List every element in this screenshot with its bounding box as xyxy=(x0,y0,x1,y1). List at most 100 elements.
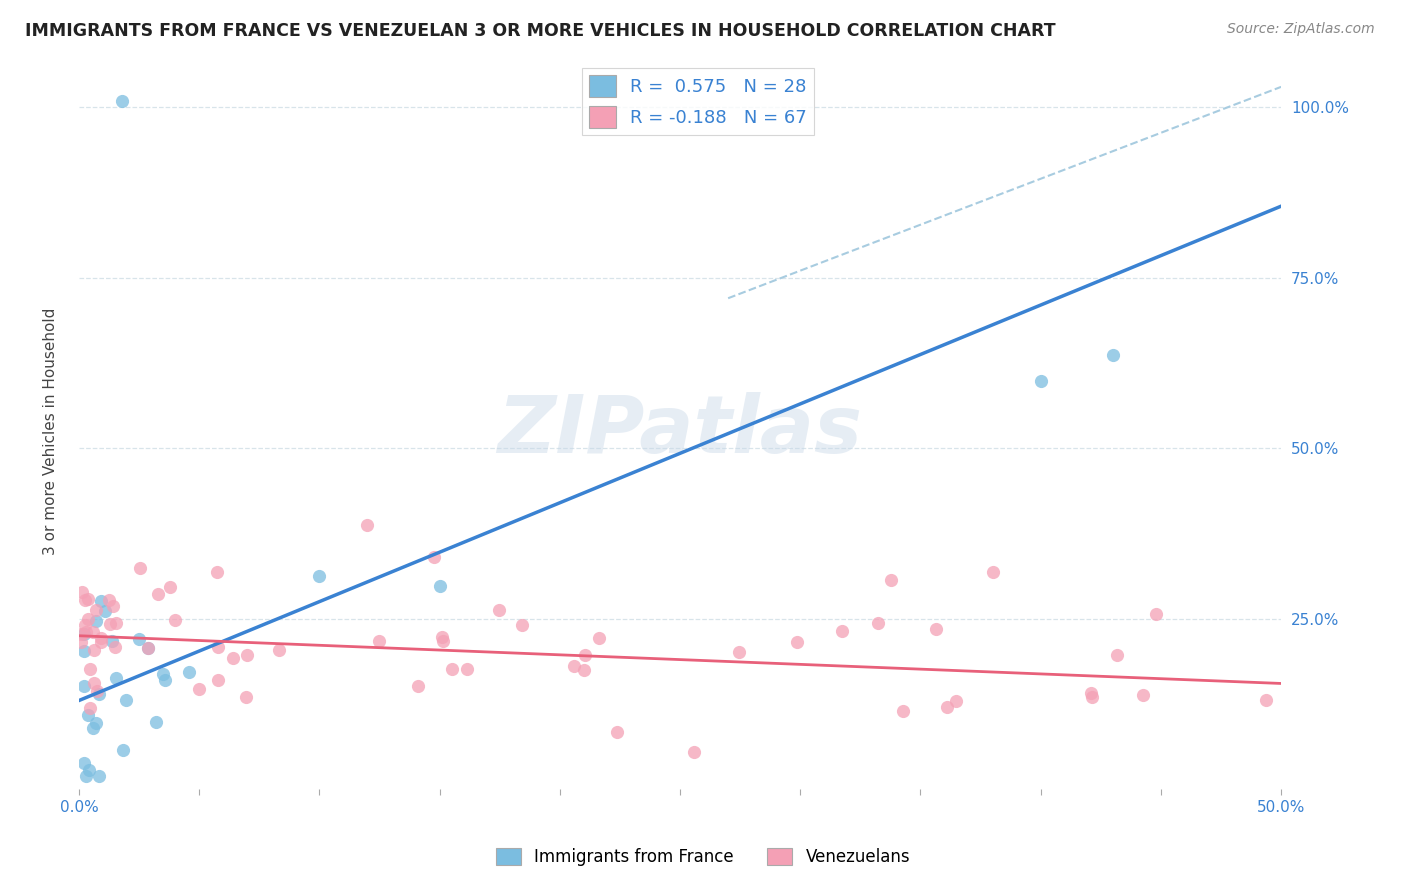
Point xyxy=(683,746,706,760)
Point xyxy=(177,665,200,680)
Point xyxy=(165,613,187,627)
Point xyxy=(1132,688,1154,702)
Legend: Immigrants from France, Venezuelans: Immigrants from France, Venezuelans xyxy=(489,841,917,873)
Point xyxy=(367,634,389,648)
Point xyxy=(87,687,110,701)
Point xyxy=(90,632,112,646)
Point xyxy=(90,594,112,608)
Text: ZIPatlas: ZIPatlas xyxy=(498,392,862,470)
Point xyxy=(868,615,890,630)
Point xyxy=(73,644,96,658)
Point xyxy=(136,641,159,656)
Text: IMMIGRANTS FROM FRANCE VS VENEZUELAN 3 OR MORE VEHICLES IN HOUSEHOLD CORRELATION: IMMIGRANTS FROM FRANCE VS VENEZUELAN 3 O… xyxy=(25,22,1056,40)
Point xyxy=(207,673,229,688)
Point xyxy=(146,586,169,600)
Point xyxy=(235,690,257,705)
Point xyxy=(786,634,808,648)
Point xyxy=(75,768,97,782)
Point xyxy=(70,635,93,649)
Point xyxy=(188,681,211,696)
Point xyxy=(98,593,121,607)
Point xyxy=(70,627,93,641)
Point xyxy=(1144,607,1167,621)
Point xyxy=(75,625,97,640)
Point xyxy=(105,672,128,686)
Point xyxy=(880,574,903,588)
Point xyxy=(1101,348,1123,362)
Point xyxy=(128,561,150,575)
Point xyxy=(488,603,510,617)
Point xyxy=(267,643,290,657)
Point xyxy=(77,612,100,626)
Point xyxy=(406,679,429,693)
Point xyxy=(1254,692,1277,706)
Point xyxy=(86,684,108,698)
Y-axis label: 3 or more Vehicles in Household: 3 or more Vehicles in Household xyxy=(44,308,58,555)
Point xyxy=(73,679,96,693)
Point xyxy=(236,648,259,662)
Text: Source: ZipAtlas.com: Source: ZipAtlas.com xyxy=(1227,22,1375,37)
Point xyxy=(356,517,378,532)
Legend: R =  0.575   N = 28, R = -0.188   N = 67: R = 0.575 N = 28, R = -0.188 N = 67 xyxy=(582,68,814,136)
Point xyxy=(456,662,478,676)
Point xyxy=(79,700,101,714)
Point xyxy=(82,721,104,735)
Point xyxy=(423,550,446,565)
Point xyxy=(90,635,112,649)
Point xyxy=(87,768,110,782)
Point xyxy=(103,599,125,613)
Point xyxy=(429,578,451,592)
Point xyxy=(981,566,1004,580)
Point xyxy=(512,617,534,632)
Point xyxy=(100,633,122,648)
Point xyxy=(831,624,853,638)
Point xyxy=(77,707,100,722)
Point xyxy=(152,666,174,681)
Point xyxy=(73,626,96,640)
Point xyxy=(1107,648,1129,663)
Point xyxy=(606,725,628,739)
Point xyxy=(159,580,181,594)
Point xyxy=(111,94,134,108)
Point xyxy=(79,661,101,675)
Point xyxy=(105,615,128,630)
Point xyxy=(128,632,150,646)
Point xyxy=(574,648,596,662)
Point xyxy=(1080,690,1102,705)
Point xyxy=(115,692,138,706)
Point xyxy=(440,662,463,676)
Point xyxy=(73,593,96,607)
Point xyxy=(82,625,104,640)
Point xyxy=(84,614,107,628)
Point xyxy=(73,618,96,632)
Point xyxy=(104,640,127,654)
Point xyxy=(70,585,93,599)
Point xyxy=(432,633,454,648)
Point xyxy=(83,675,105,690)
Point xyxy=(98,617,121,632)
Point xyxy=(891,704,914,718)
Point xyxy=(94,604,117,618)
Point xyxy=(935,699,957,714)
Point xyxy=(207,640,229,654)
Point xyxy=(73,756,96,770)
Point xyxy=(86,715,108,730)
Point xyxy=(205,565,228,579)
Point xyxy=(111,743,134,757)
Point xyxy=(222,650,245,665)
Point xyxy=(77,763,100,777)
Point xyxy=(308,569,330,583)
Point xyxy=(727,645,749,659)
Point xyxy=(136,641,159,656)
Point xyxy=(155,673,177,687)
Point xyxy=(83,643,105,657)
Point xyxy=(572,663,595,677)
Point xyxy=(924,622,946,636)
Point xyxy=(1080,686,1102,700)
Point xyxy=(145,715,167,730)
Point xyxy=(562,658,585,673)
Point xyxy=(588,631,610,645)
Point xyxy=(1029,374,1052,388)
Point xyxy=(86,603,108,617)
Point xyxy=(945,693,967,707)
